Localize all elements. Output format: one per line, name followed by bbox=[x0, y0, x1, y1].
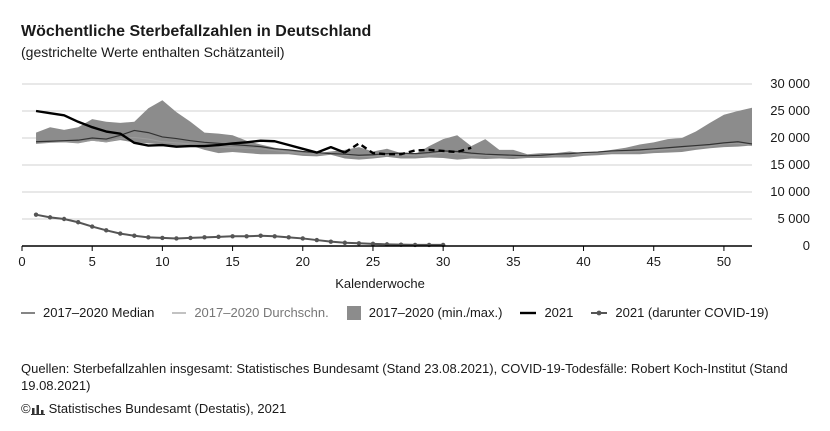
legend-swatch-2021 bbox=[520, 311, 537, 314]
legend-item-2021: 2021 bbox=[520, 305, 573, 320]
axis-layer: 0 5 000 10 000 15 000 20 000 25 000 30 000 0 5 10… bbox=[18, 76, 810, 269]
series-covid-point bbox=[272, 234, 277, 239]
series-2021-line bbox=[35, 109, 346, 154]
series-covid-point bbox=[33, 212, 39, 217]
source-note: Quellen: Sterbefallzahlen insgesamt: Sta… bbox=[21, 361, 788, 393]
series-covid-point bbox=[286, 235, 291, 240]
series-covid-point bbox=[89, 224, 95, 229]
chart-title: Wöchentliche Sterbefallzahlen in Deutsch… bbox=[21, 23, 372, 40]
series-covid-point bbox=[314, 237, 320, 243]
x-tick-label: 0 bbox=[18, 254, 25, 269]
legend: 2017–2020 Median 2017–2020 Durchschn. 20… bbox=[21, 305, 787, 320]
lines-layer bbox=[33, 109, 753, 248]
legend-item-range: 2017–2020 (min./max.) bbox=[346, 305, 503, 320]
series-covid-point bbox=[300, 236, 305, 241]
series-covid-point bbox=[47, 215, 53, 220]
series-covid-point bbox=[75, 220, 81, 225]
series-covid-point bbox=[342, 240, 348, 245]
series-covid-point bbox=[216, 234, 221, 240]
series-covid-point bbox=[61, 216, 67, 222]
x-tick-label: 10 bbox=[155, 254, 169, 269]
legend-label-2021: 2021 bbox=[544, 305, 574, 320]
legend-swatch-range bbox=[346, 305, 361, 320]
series-covid-point bbox=[132, 233, 137, 238]
series-covid-point bbox=[328, 239, 334, 244]
y-tick-label: 5 000 bbox=[777, 211, 810, 226]
series-covid-point bbox=[188, 235, 193, 241]
chart-subtitle: (gestrichelte Werte enthalten Schätzante… bbox=[21, 44, 285, 60]
legend-swatch-covid bbox=[591, 310, 608, 315]
series-covid-point bbox=[202, 235, 207, 240]
x-tick-label: 50 bbox=[717, 254, 731, 269]
legend-label-range: 2017–2020 (min./max.) bbox=[368, 305, 503, 320]
legend-swatch-mean bbox=[172, 311, 187, 314]
legend-label-mean: 2017–2020 Durchschn. bbox=[194, 305, 329, 320]
series-2021-estimated-line bbox=[344, 141, 472, 156]
y-tick-label: 25 000 bbox=[770, 103, 810, 118]
x-tick-label: 25 bbox=[366, 254, 380, 269]
legend-swatch-median bbox=[21, 311, 35, 314]
legend-item-mean: 2017–2020 Durchschn. bbox=[172, 305, 329, 320]
x-tick-label: 45 bbox=[646, 254, 660, 269]
series-covid-point bbox=[230, 234, 235, 239]
x-tick-label: 15 bbox=[225, 254, 239, 269]
series-covid-point bbox=[118, 231, 123, 236]
series-covid-point bbox=[104, 228, 109, 233]
series-covid-point bbox=[370, 241, 376, 247]
destatis-logo-icon bbox=[30, 403, 45, 415]
y-tick-label: 30 000 bbox=[770, 76, 810, 91]
x-tick-label: 20 bbox=[296, 254, 310, 269]
x-tick-label: 40 bbox=[576, 254, 590, 269]
copyright-icon: © bbox=[21, 401, 31, 416]
footer-text: Statistisches Bundesamt (Destatis), 2021 bbox=[48, 401, 287, 416]
y-tick-label: 0 bbox=[803, 238, 810, 253]
y-tick-label: 10 000 bbox=[770, 184, 810, 199]
series-covid-point bbox=[174, 236, 179, 241]
y-tick-label: 20 000 bbox=[770, 130, 810, 145]
series-covid-point bbox=[258, 233, 263, 238]
x-tick-label: 5 bbox=[89, 254, 96, 269]
series-covid-point bbox=[244, 234, 249, 239]
legend-label-covid: 2021 (darunter COVID-19) bbox=[615, 305, 769, 320]
legend-item-median: 2017–2020 Median bbox=[21, 305, 154, 320]
x-axis-label: Kalenderwoche bbox=[335, 276, 425, 291]
x-tick-label: 35 bbox=[506, 254, 520, 269]
legend-item-covid: 2021 (darunter COVID-19) bbox=[591, 305, 769, 320]
legend-label-median: 2017–2020 Median bbox=[43, 305, 155, 320]
series-covid-point bbox=[146, 235, 151, 240]
series-covid-point bbox=[356, 241, 362, 246]
series-covid-point bbox=[160, 235, 165, 241]
series-covid-line bbox=[35, 213, 444, 246]
footer: © Statistisches Bundesamt (Destatis), 20… bbox=[21, 401, 286, 416]
x-tick-label: 30 bbox=[436, 254, 450, 269]
chart-canvas: 0 5 000 10 000 15 000 20 000 25 000 30 000 0 5 10… bbox=[18, 76, 810, 291]
y-tick-label: 15 000 bbox=[770, 157, 810, 172]
